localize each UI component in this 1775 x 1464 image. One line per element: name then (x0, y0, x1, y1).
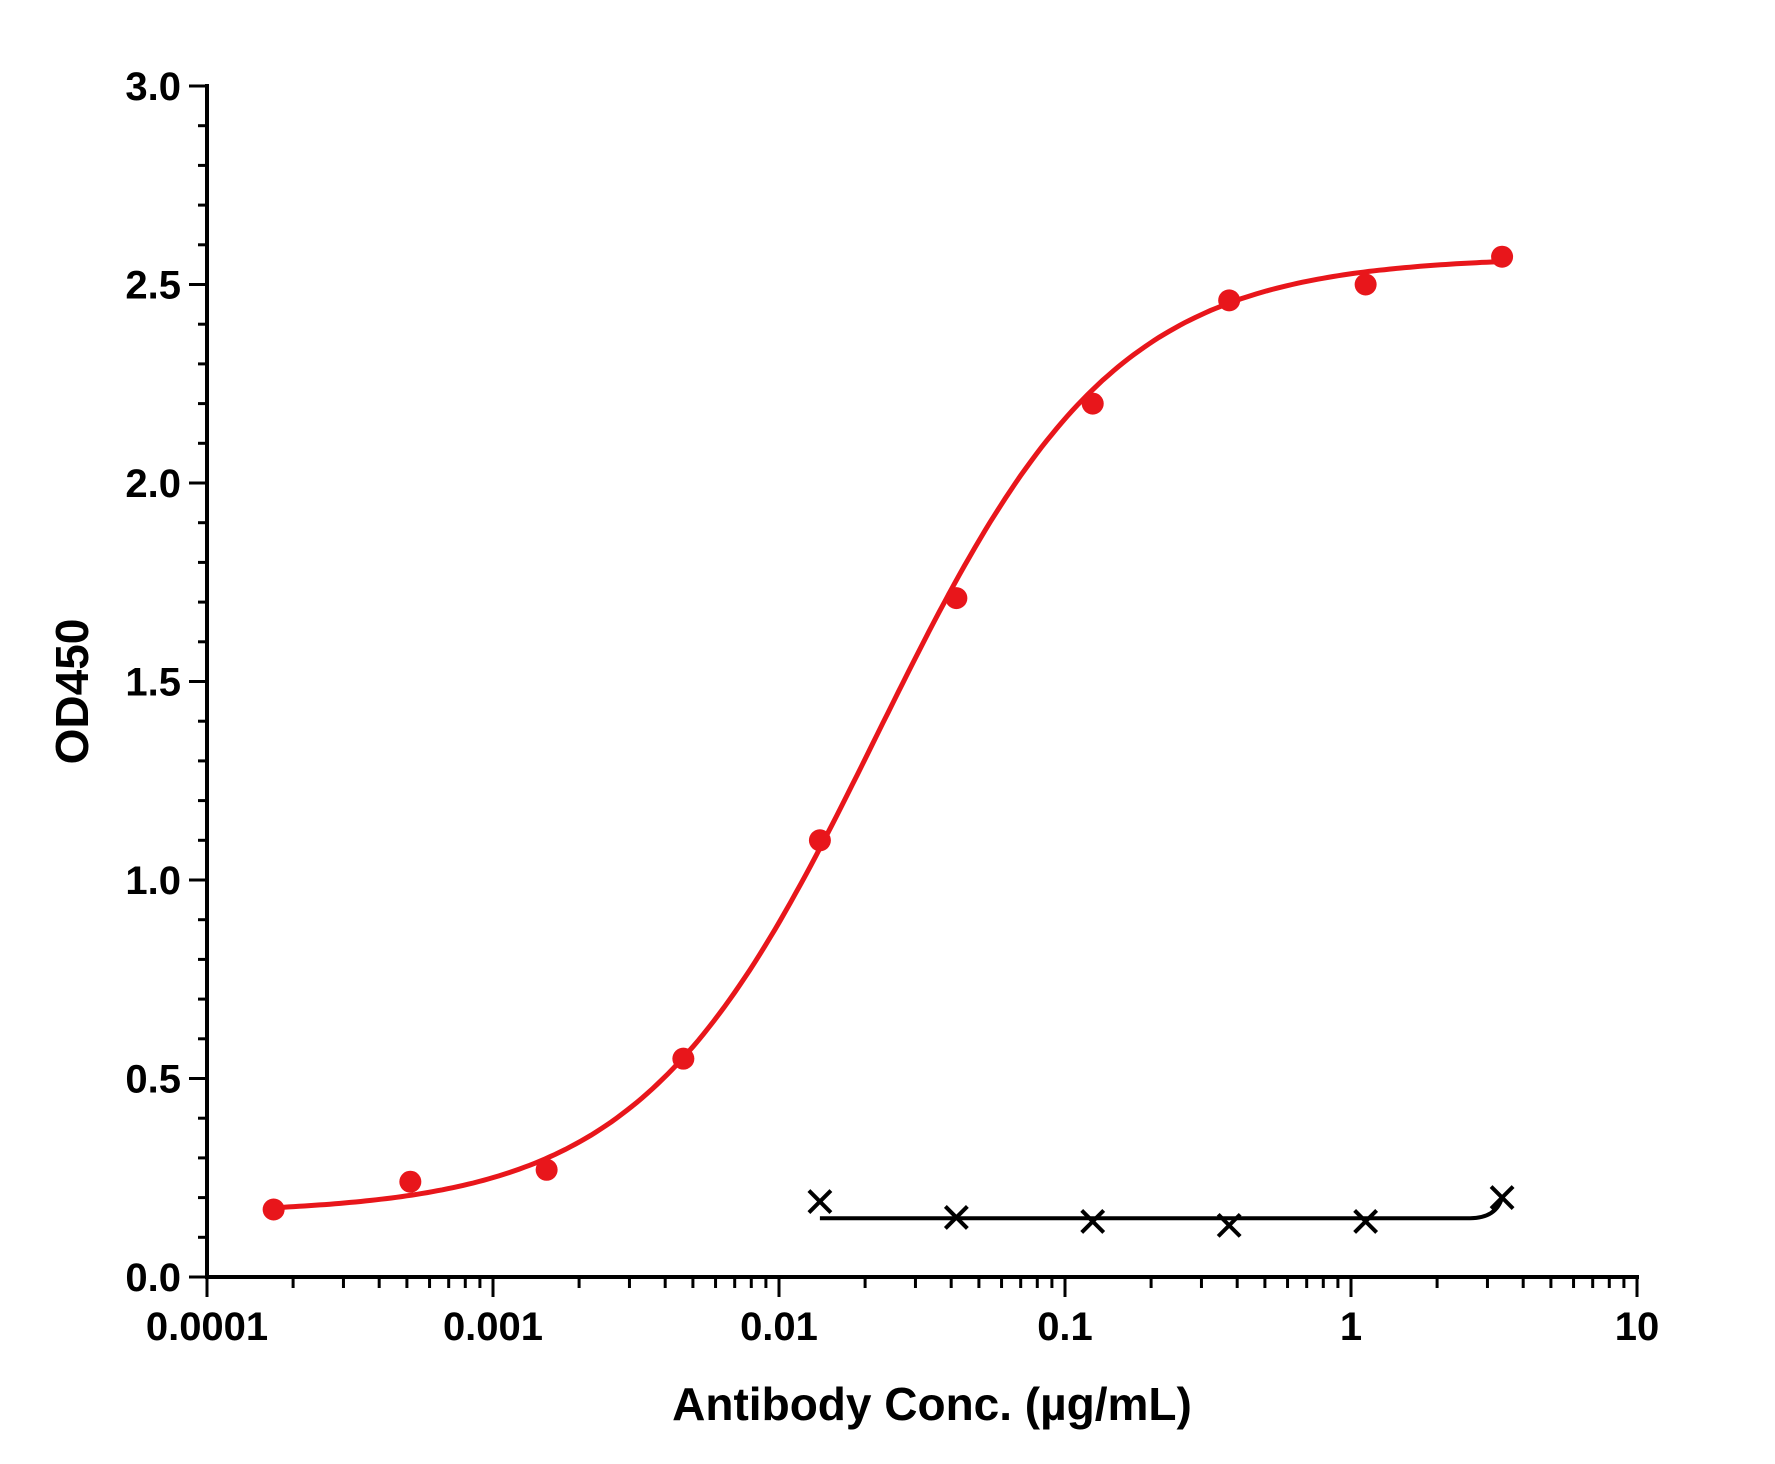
x-marker-stroke (1080, 1209, 1106, 1234)
x-tick-label: 0.1 (1037, 1305, 1093, 1349)
fit-curve-series-1 (273, 259, 1503, 1211)
fit-curves (273, 259, 1505, 1221)
data-point-series-1 (535, 1158, 558, 1181)
x-marker-stroke (1489, 1185, 1515, 1211)
data-point-series-1 (1491, 245, 1514, 268)
y-tick-label: 1.5 (125, 661, 181, 705)
fit-curve-series-2 (819, 1196, 1505, 1221)
data-point-series-2 (1489, 1185, 1515, 1211)
data-point-series-1 (672, 1047, 695, 1070)
x-marker-stroke (943, 1205, 969, 1230)
y-axis-title: OD450 (46, 619, 98, 765)
data-point-series-2 (943, 1205, 969, 1230)
y-tick-label: 0.5 (125, 1058, 181, 1102)
y-tick-label: 1.0 (125, 859, 181, 903)
x-marker-stroke (1216, 1212, 1242, 1238)
data-point-series-1 (399, 1170, 422, 1193)
data-point-series-1 (1081, 392, 1104, 415)
data-point-series-2 (807, 1189, 833, 1214)
x-tick-label: 1 (1340, 1305, 1362, 1349)
x-axis-ticks: 0.0001 0.001 0.01 0.1 1 10 (146, 1277, 1659, 1349)
data-point-series-2 (1216, 1212, 1242, 1238)
data-point-series-2 (1080, 1209, 1106, 1234)
y-tick-label: 3.0 (125, 65, 181, 109)
x-tick-label: 0.01 (740, 1305, 818, 1349)
y-tick-label: 2.0 (125, 462, 181, 506)
data-point-series-1 (1354, 273, 1377, 296)
y-axis-ticks: 0.0 0.5 1.0 1.5 2.0 2.5 3.0 (125, 65, 207, 1300)
data-point-series-1 (808, 829, 831, 852)
x-tick-label: 0.0001 (146, 1305, 268, 1349)
x-marker-stroke (807, 1189, 833, 1214)
data-point-series-1 (1218, 289, 1241, 312)
data-point-series-1 (945, 587, 968, 610)
x-marker-stroke (1353, 1209, 1379, 1234)
y-tick-label: 2.5 (125, 264, 181, 308)
x-tick-label: 0.001 (443, 1305, 543, 1349)
data-point-series-2 (1353, 1209, 1379, 1234)
data-points (262, 245, 1515, 1238)
x-tick-label: 10 (1615, 1305, 1660, 1349)
y-tick-label: 0.0 (125, 1256, 181, 1300)
x-axis-title: Antibody Conc. (µg/mL) (672, 1378, 1192, 1430)
data-point-series-1 (262, 1198, 285, 1221)
